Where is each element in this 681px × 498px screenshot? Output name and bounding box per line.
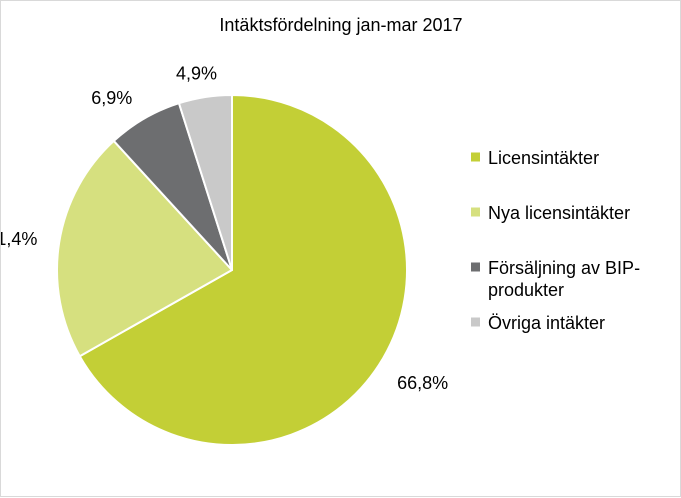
pie-slice (177, 94, 233, 271)
legend-label: Försäljning av BIP-produkter (488, 258, 640, 300)
pie-data-label: 21,4% (1, 229, 37, 249)
legend-label: Övriga intäkter (488, 313, 605, 333)
pie-data-label: 66,8% (397, 373, 448, 393)
pie-data-labels: 66,8% 21,4% 6,9% 4,9% (1, 63, 448, 393)
pie-data-label: 6,9% (91, 88, 132, 108)
legend-item: Nya licensintäkter (471, 203, 630, 223)
legend: Licensintäkter Nya licensintäkter Försäljn… (471, 148, 640, 333)
legend-swatch (471, 152, 480, 162)
legend-item: Övriga intäkter (471, 313, 605, 333)
legend-item: Försäljning av BIP-produkter (471, 258, 640, 300)
legend-label: Licensintäkter (488, 148, 599, 168)
chart-title: Intäktsfördelning jan-mar 2017 (219, 15, 462, 35)
legend-item: Licensintäkter (471, 148, 599, 168)
pie-data-label: 4,9% (176, 63, 217, 83)
legend-swatch (471, 317, 480, 327)
legend-label: Nya licensintäkter (488, 203, 630, 223)
legend-swatch (471, 262, 480, 272)
pie-slices (56, 94, 408, 446)
pie-slice (56, 139, 233, 358)
legend-swatch (471, 207, 480, 217)
pie-slice (78, 94, 408, 446)
